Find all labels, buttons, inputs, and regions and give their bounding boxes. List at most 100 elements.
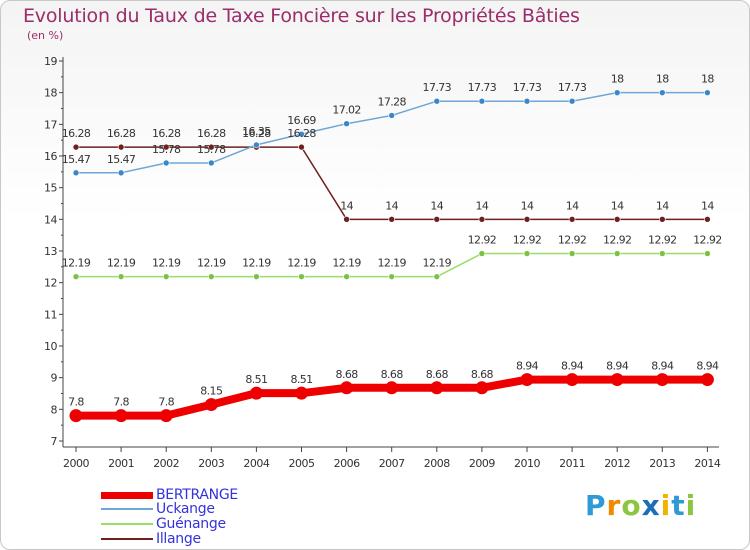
data-label-uckange: 18 bbox=[701, 73, 714, 86]
data-point-bertrange bbox=[655, 373, 669, 387]
data-label-guenange: 12.92 bbox=[468, 234, 497, 247]
data-label-bertrange: 7.8 bbox=[68, 396, 84, 409]
data-point-guenange bbox=[162, 273, 170, 280]
data-point-guenange bbox=[253, 273, 260, 280]
data-point-guenange bbox=[298, 273, 305, 280]
x-tick-label: 2010 bbox=[514, 457, 540, 470]
data-point-illange bbox=[162, 143, 170, 151]
x-tick-label: 2002 bbox=[153, 457, 179, 470]
data-label-uckange: 17.73 bbox=[513, 81, 542, 94]
data-label-guenange: 12.19 bbox=[287, 257, 316, 270]
data-label-guenange: 12.92 bbox=[603, 234, 632, 247]
data-label-uckange: 18 bbox=[656, 73, 669, 86]
data-label-bertrange: 8.94 bbox=[561, 360, 584, 373]
data-point-guenange bbox=[433, 273, 441, 280]
y-tick-label: 14 bbox=[44, 213, 57, 226]
data-point-guenange bbox=[613, 250, 621, 257]
y-tick-label: 9 bbox=[51, 372, 58, 385]
data-label-uckange: 15.78 bbox=[197, 143, 226, 156]
y-axis-unit: (en %) bbox=[27, 29, 64, 42]
data-label-bertrange: 8.68 bbox=[336, 368, 359, 381]
legend-label-guenange: Guénange bbox=[156, 516, 226, 532]
data-label-illange: 16.28 bbox=[242, 127, 271, 140]
data-label-illange: 14 bbox=[611, 199, 624, 212]
data-point-bertrange bbox=[700, 373, 714, 387]
logo-letter: i bbox=[685, 489, 697, 522]
data-label-uckange: 15.78 bbox=[152, 143, 181, 156]
x-tick-label: 2004 bbox=[243, 457, 269, 470]
data-label-bertrange: 7.8 bbox=[158, 396, 174, 409]
data-point-illange bbox=[523, 216, 531, 223]
data-point-bertrange bbox=[159, 409, 173, 423]
data-point-uckange bbox=[253, 141, 260, 149]
x-tick-label: 2008 bbox=[424, 457, 450, 470]
data-point-bertrange bbox=[565, 373, 579, 387]
y-tick-label: 16 bbox=[44, 150, 57, 163]
logo-letter: P bbox=[585, 489, 607, 522]
data-label-illange: 14 bbox=[521, 199, 534, 212]
data-label-guenange: 12.92 bbox=[648, 234, 677, 247]
data-point-uckange bbox=[658, 89, 666, 96]
logo-letter: x bbox=[641, 489, 661, 522]
legend-swatch-bertrange bbox=[101, 491, 153, 499]
data-point-guenange bbox=[117, 273, 125, 280]
data-label-illange: 16.28 bbox=[107, 127, 136, 140]
legend-label-illange: Illange bbox=[156, 531, 201, 547]
data-label-bertrange: 8.94 bbox=[516, 360, 539, 373]
data-label-illange: 14 bbox=[656, 199, 669, 212]
x-tick-label: 2011 bbox=[559, 457, 585, 470]
data-label-guenange: 12.92 bbox=[693, 234, 722, 247]
data-point-guenange bbox=[208, 273, 215, 280]
data-label-bertrange: 8.15 bbox=[200, 385, 223, 398]
y-tick-label: 12 bbox=[44, 277, 57, 290]
logo-letter: r bbox=[606, 489, 622, 522]
data-label-uckange: 17.73 bbox=[558, 81, 587, 94]
data-point-illange bbox=[117, 143, 125, 151]
data-point-bertrange bbox=[69, 409, 83, 423]
data-point-bertrange bbox=[340, 381, 354, 395]
x-tick-label: 2005 bbox=[289, 457, 315, 470]
x-tick-label: 2001 bbox=[108, 457, 134, 470]
data-point-uckange bbox=[208, 159, 215, 167]
data-label-bertrange: 8.68 bbox=[381, 368, 404, 381]
data-label-uckange: 17.73 bbox=[468, 81, 497, 94]
legend-swatch-illange bbox=[101, 538, 153, 540]
data-point-uckange bbox=[117, 169, 125, 177]
data-label-uckange: 17.02 bbox=[332, 104, 361, 117]
y-tick-label: 17 bbox=[44, 118, 57, 131]
data-point-illange bbox=[433, 216, 441, 223]
y-tick-label: 13 bbox=[44, 245, 57, 258]
data-point-illange bbox=[72, 143, 80, 151]
data-label-illange: 14 bbox=[430, 199, 443, 212]
data-point-illange bbox=[388, 216, 396, 223]
data-point-uckange bbox=[704, 89, 711, 96]
data-point-uckange bbox=[162, 159, 170, 167]
data-label-illange: 16.28 bbox=[287, 127, 316, 140]
data-label-guenange: 12.19 bbox=[62, 257, 91, 270]
data-label-uckange: 16.69 bbox=[287, 114, 316, 127]
data-label-bertrange: 8.94 bbox=[651, 360, 674, 373]
y-tick-label: 11 bbox=[44, 308, 57, 321]
legend-item-bertrange: BERTRANGE bbox=[101, 487, 238, 503]
proxiti-logo: Proxiti bbox=[585, 489, 696, 522]
data-point-illange bbox=[298, 143, 305, 151]
data-label-guenange: 12.19 bbox=[377, 257, 406, 270]
data-label-illange: 16.28 bbox=[152, 127, 181, 140]
y-tick-label: 7 bbox=[51, 435, 58, 448]
data-label-guenange: 12.19 bbox=[197, 257, 226, 270]
data-point-guenange bbox=[343, 273, 350, 280]
data-label-illange: 14 bbox=[566, 199, 579, 212]
data-label-bertrange: 8.68 bbox=[471, 368, 494, 381]
y-tick-label: 15 bbox=[44, 182, 57, 195]
data-point-illange bbox=[658, 216, 666, 223]
data-label-bertrange: 7.8 bbox=[113, 396, 129, 409]
data-point-uckange bbox=[433, 97, 441, 105]
data-point-illange bbox=[208, 143, 215, 151]
logo-letter: i bbox=[660, 489, 672, 522]
data-point-guenange bbox=[72, 273, 80, 280]
data-label-guenange: 12.19 bbox=[152, 257, 181, 270]
data-label-uckange: 15.47 bbox=[107, 153, 136, 166]
x-tick-label: 2000 bbox=[63, 457, 89, 470]
data-label-bertrange: 8.51 bbox=[245, 373, 267, 386]
